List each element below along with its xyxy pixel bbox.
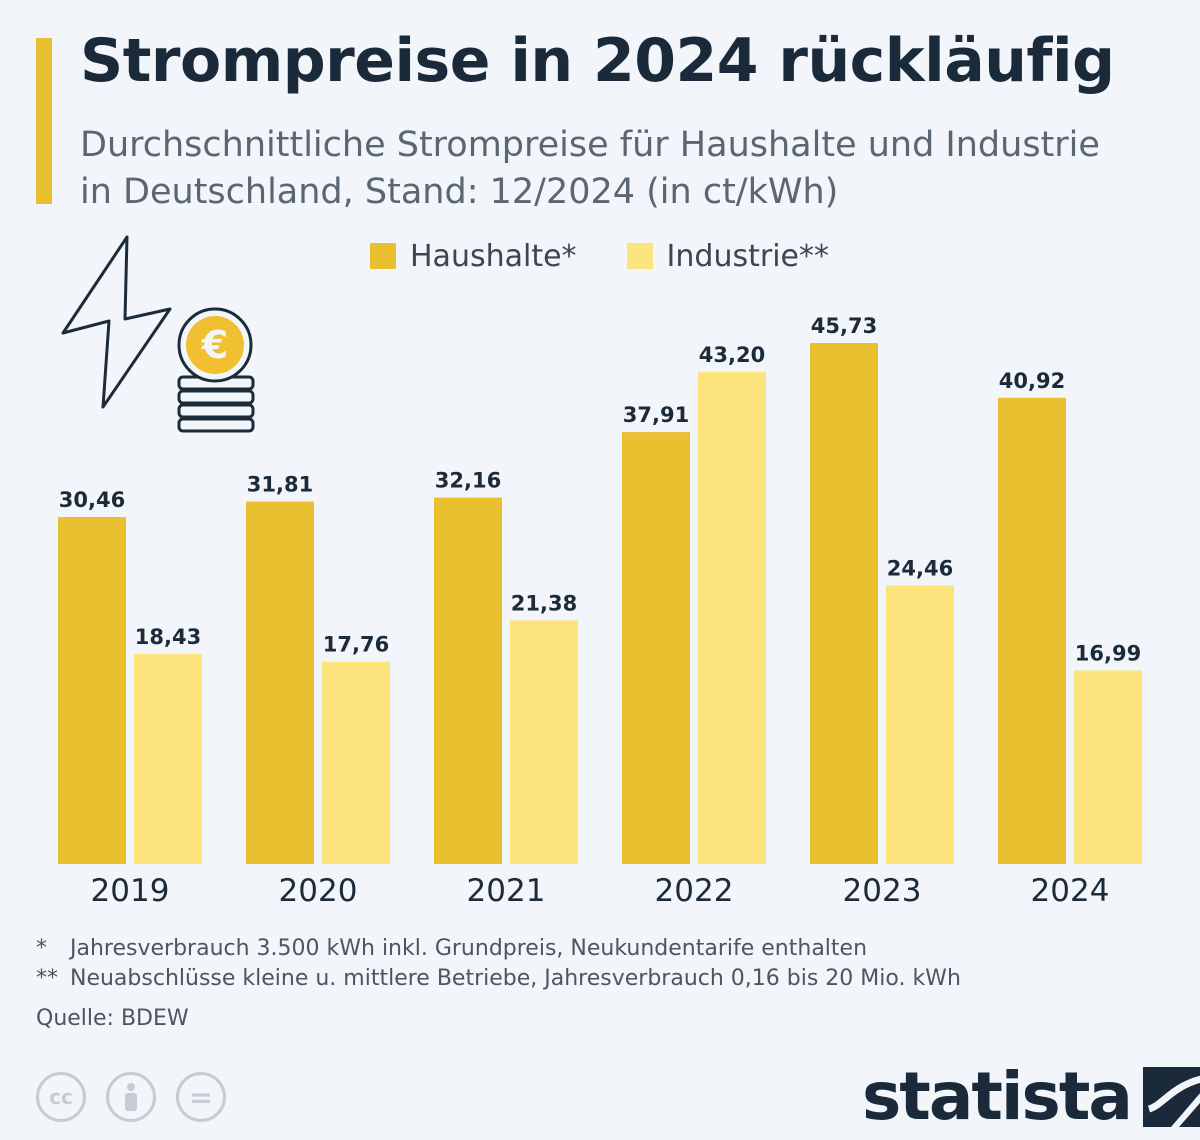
bar-haushalte-2022 [622,432,690,864]
value-label-industrie-2021: 21,38 [511,591,577,615]
value-label-industrie-2022: 43,20 [699,343,765,367]
lightning-icon [61,235,172,409]
source-note: Quelle: BDEW [36,1006,189,1031]
no-derivatives-icon[interactable]: = [176,1072,226,1122]
value-label-industrie-2023: 24,46 [887,556,953,580]
euro-coin-icon: € [177,307,255,433]
footnote-industrie: ** Neuabschlüsse kleine u. mittlere Betri… [36,966,1166,991]
year-label-2019: 2019 [91,873,170,909]
legend-label-haushalte: Haushalte* [410,238,577,274]
chart-subtitle: Durchschnittliche Strompreise für Hausha… [80,125,1100,212]
value-label-haushalte-2022: 37,91 [623,403,689,427]
statista-logo-icon [1142,1066,1200,1127]
legend-item-haushalte: Haushalte* [370,239,577,274]
euro-symbol: € [201,323,228,367]
bar-chart: 30,46 18,43 31,81 17,76 32,16 21,38 37,91 43,20… [58,314,1142,909]
cc-license-icon[interactable]: cc [36,1072,86,1122]
electricity-price-illustration: € [55,235,265,440]
license-icons: cc = [36,1072,246,1122]
year-label-2022: 2022 [655,873,734,909]
year-label-2021: 2021 [467,873,546,909]
bar-industrie-2024 [1074,670,1142,864]
legend-label-industrie: Industrie** [666,238,829,274]
value-label-haushalte-2024: 40,92 [999,369,1065,393]
footnote-marker-1: * [36,936,47,961]
nd-text: = [189,1080,213,1114]
bar-industrie-2021 [510,620,578,864]
value-label-industrie-2019: 18,43 [135,625,201,649]
legend: Haushalte* Industrie** [370,236,879,276]
legend-swatch-haushalte [370,243,396,269]
value-label-industrie-2024: 16,99 [1075,641,1141,665]
footnote-text-1: Jahresverbrauch 3.500 kWh inkl. Grundpre… [70,936,868,961]
accent-bar [36,38,52,204]
bar-industrie-2022 [698,371,766,864]
bar-haushalte-2019 [58,516,126,864]
statista-brand[interactable]: statista [862,1058,1200,1135]
legend-item-industrie: Industrie** [626,238,829,274]
footnote-haushalte: * Jahresverbrauch 3.500 kWh inkl. Grundpr… [36,936,1166,961]
value-label-haushalte-2023: 45,73 [811,314,877,338]
value-label-haushalte-2020: 31,81 [247,473,313,497]
bar-haushalte-2023 [810,343,878,864]
bar-industrie-2019 [134,654,202,864]
bars-layer [58,343,1142,864]
footnote-marker-2: ** [36,966,58,991]
bar-industrie-2020 [322,661,390,864]
year-label-2020: 2020 [279,873,358,909]
bar-haushalte-2020 [246,501,314,864]
value-label-industrie-2020: 17,76 [323,633,389,657]
attribution-icon[interactable] [106,1072,156,1122]
footnote-text-2: Neuabschlüsse kleine u. mittlere Betrieb… [70,966,961,991]
bar-haushalte-2021 [434,497,502,864]
year-label-2024: 2024 [1031,873,1110,909]
bar-industrie-2023 [886,585,954,864]
cc-text: cc [49,1085,73,1109]
value-label-haushalte-2021: 32,16 [435,469,501,493]
bar-haushalte-2024 [998,397,1066,864]
value-labels-layer: 30,46 18,43 31,81 17,76 32,16 21,38 37,91 43,20… [59,314,1141,665]
legend-swatch-industrie [626,243,653,269]
value-label-haushalte-2019: 30,46 [59,488,125,512]
year-labels-layer: 2019 2020 2021 2022 2023 2024 [91,873,1110,909]
year-label-2023: 2023 [843,873,922,909]
statista-wordmark: statista [862,1058,1133,1135]
chart-title: Strompreise in 2024 rückläufig [80,26,1115,96]
